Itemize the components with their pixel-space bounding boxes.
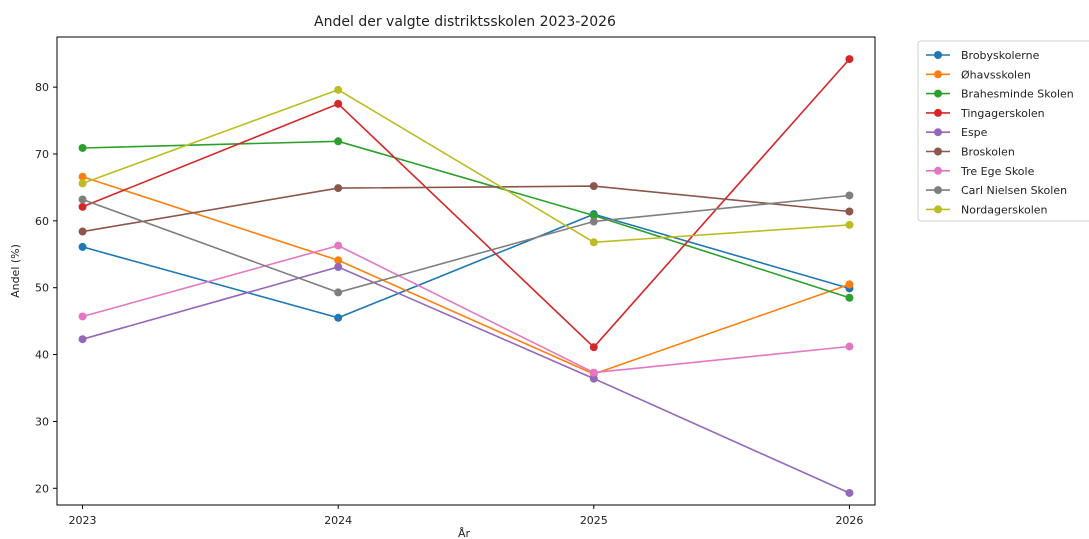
series-line-1: [82, 175, 850, 375]
y-tick-label: 70: [35, 148, 49, 161]
data-point: [589, 343, 598, 352]
legend-marker: [934, 147, 942, 156]
series-line-0: [82, 213, 850, 319]
y-tick-label: 60: [35, 215, 49, 228]
x-axis-label: År: [458, 527, 471, 539]
legend-box: [917, 40, 1089, 222]
data-point: [334, 99, 343, 108]
series-line-5: [82, 185, 850, 233]
legend-marker: [934, 128, 942, 137]
data-point: [334, 262, 343, 271]
series-line-3: [82, 58, 850, 349]
legend-label: Broskolen: [961, 146, 1015, 159]
legend-label: Brobyskolerne: [961, 49, 1040, 62]
data-point: [589, 368, 598, 377]
data-point: [78, 242, 87, 251]
legend-marker: [934, 108, 942, 117]
legend-label: Tingagerskolen: [960, 107, 1045, 120]
legend-marker: [934, 89, 942, 98]
legend-marker: [934, 51, 942, 59]
y-tick-label: 30: [35, 415, 49, 428]
series-lines: [78, 55, 854, 497]
series-line-8: [82, 88, 850, 244]
legend-label: Tre Ege Skole: [960, 165, 1035, 178]
legend-marker: [934, 70, 942, 79]
data-point: [78, 195, 87, 204]
data-point: [589, 182, 598, 191]
data-point: [78, 227, 87, 236]
data-point: [334, 313, 343, 322]
y-tick-label: 40: [35, 349, 49, 362]
legend-label: Carl Nielsen Skolen: [961, 184, 1067, 197]
legend-marker: [934, 166, 942, 175]
data-point: [78, 179, 87, 188]
plot-area: [56, 36, 876, 506]
data-point: [845, 280, 854, 289]
legend-marker: [934, 186, 942, 195]
data-point: [845, 293, 854, 302]
data-point: [589, 211, 598, 220]
data-point: [78, 143, 87, 152]
legend: Brobyskolerne Øhavsskolen Brahesminde Skol…: [917, 40, 1089, 222]
data-point: [845, 342, 854, 351]
legend-label: Nordagerskolen: [961, 203, 1048, 216]
y-tick-label: 80: [35, 81, 49, 94]
legend-label: Øhavsskolen: [961, 68, 1031, 81]
data-point: [334, 137, 343, 146]
data-point: [845, 55, 854, 64]
y-axis: 20 30 40 50 60 70 80: [35, 81, 57, 495]
data-point: [589, 217, 598, 226]
legend-label: Brahesminde Skolen: [961, 88, 1074, 101]
y-tick-label: 50: [35, 282, 49, 295]
x-tick-label: 2026: [835, 514, 863, 527]
data-point: [589, 238, 598, 247]
legend-label: Espe: [961, 126, 988, 139]
data-point: [589, 374, 598, 383]
x-tick-label: 2025: [580, 514, 608, 527]
series-line-2: [82, 140, 850, 299]
data-point: [78, 312, 87, 321]
data-point: [78, 172, 87, 181]
x-tick-label: 2024: [324, 514, 352, 527]
data-point: [845, 191, 854, 200]
data-point: [845, 220, 854, 229]
data-point: [334, 288, 343, 297]
data-point: [78, 202, 87, 211]
data-point: [845, 488, 854, 497]
series-line-6: [82, 244, 850, 374]
series-line-7: [82, 194, 850, 294]
data-point: [334, 184, 343, 193]
y-tick-label: 20: [35, 482, 49, 495]
legend-marker: [934, 205, 942, 214]
x-tick-label: 2023: [69, 514, 97, 527]
data-point: [78, 335, 87, 344]
y-axis-label: Andel (%): [9, 244, 22, 298]
data-point: [845, 207, 854, 216]
data-point: [334, 241, 343, 250]
data-point: [334, 85, 343, 94]
data-point: [334, 256, 343, 265]
series-line-4: [82, 266, 850, 494]
x-axis: 2023 2024 2025 2026: [69, 505, 863, 527]
chart-title: Andel der valgte distriktsskolen 2023-20…: [314, 14, 616, 30]
